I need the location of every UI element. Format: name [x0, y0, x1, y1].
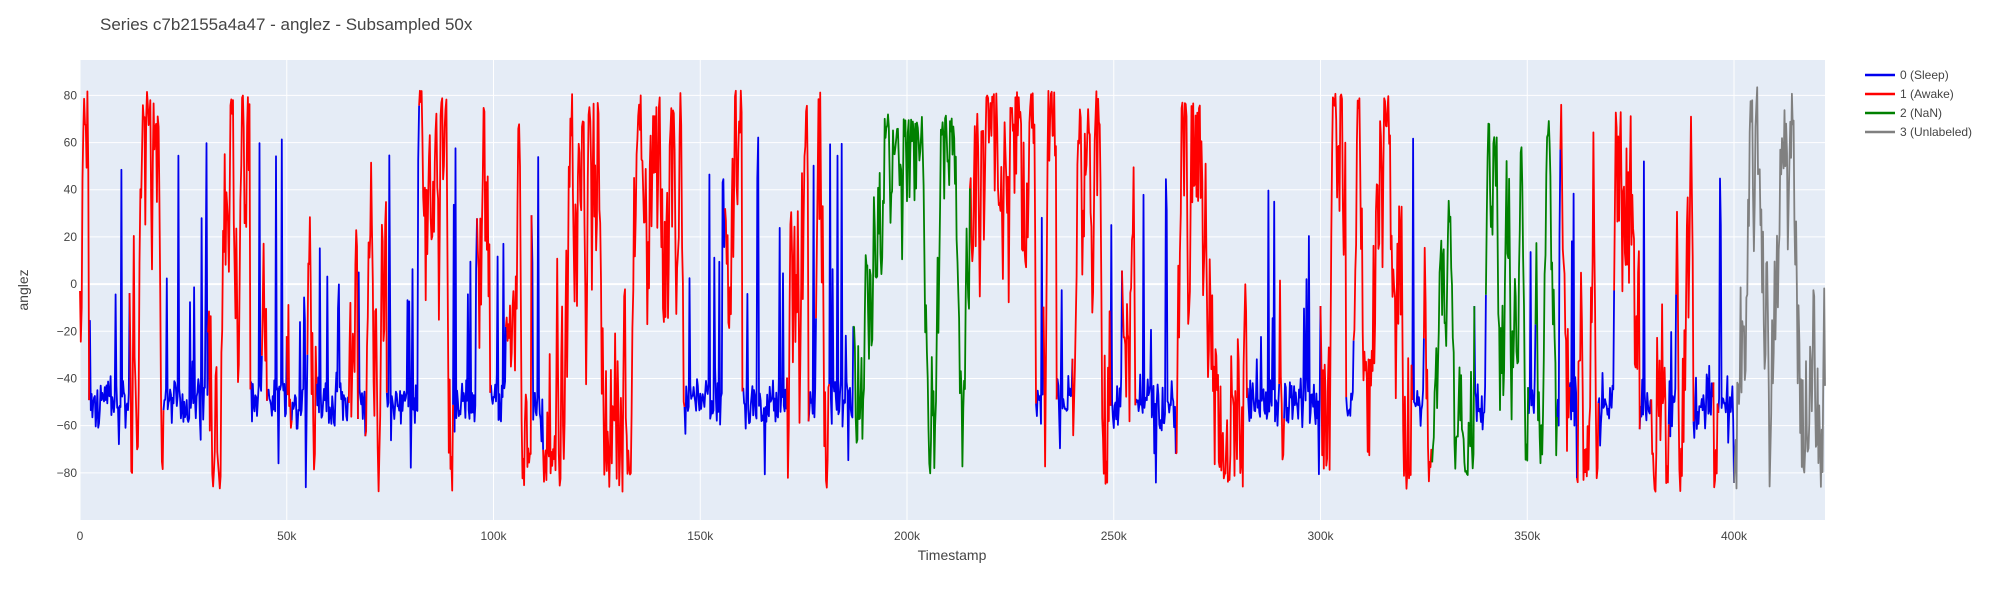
- x-tick-label: 350k: [1514, 529, 1541, 543]
- x-tick-label: 150k: [687, 529, 714, 543]
- x-tick-label: 0: [77, 529, 84, 543]
- legend-item[interactable]: 1 (Awake): [1865, 87, 1954, 101]
- y-tick-label: −80: [57, 466, 78, 480]
- y-axis-label: anglez: [15, 269, 31, 310]
- y-tick-label: −60: [57, 419, 78, 433]
- legend-label: 2 (NaN): [1900, 106, 1942, 120]
- legend-item[interactable]: 0 (Sleep): [1865, 68, 1949, 82]
- y-tick-label: 20: [64, 230, 78, 244]
- y-tick-label: 40: [64, 183, 78, 197]
- x-tick-label: 100k: [480, 529, 507, 543]
- x-tick-label: 200k: [894, 529, 921, 543]
- legend-item[interactable]: 3 (Unlabeled): [1865, 125, 1972, 139]
- series-line-3: [1733, 86, 1826, 490]
- y-tick-label: 0: [70, 277, 77, 291]
- legend-label: 1 (Awake): [1900, 87, 1954, 101]
- y-tick-label: 60: [64, 136, 78, 150]
- x-axis-ticks: 0 50k 100k 150k 200k 250k 300k 350k 400k: [77, 529, 1748, 543]
- x-tick-label: 250k: [1101, 529, 1128, 543]
- series-line-2: [852, 113, 1558, 476]
- y-axis-ticks: −80 −60 −40 −20 0 20 40 60 80: [57, 88, 78, 479]
- legend-label: 0 (Sleep): [1900, 68, 1949, 82]
- legend: 0 (Sleep) 1 (Awake) 2 (NaN) 3 (Unlabeled): [1865, 68, 1972, 139]
- series-layer: [79, 86, 1826, 493]
- series-line-0: [88, 105, 1735, 489]
- y-tick-label: 80: [64, 88, 78, 102]
- legend-label: 3 (Unlabeled): [1900, 125, 1972, 139]
- x-axis-label: Timestamp: [918, 547, 987, 563]
- legend-item[interactable]: 2 (NaN): [1865, 106, 1942, 120]
- x-tick-label: 300k: [1308, 529, 1335, 543]
- series-line-1: [79, 89, 1720, 493]
- chart-title: Series c7b2155a4a47 - anglez - Subsample…: [100, 15, 473, 34]
- x-tick-label: 400k: [1721, 529, 1748, 543]
- y-tick-label: −20: [57, 324, 78, 338]
- y-tick-label: −40: [57, 371, 78, 385]
- x-tick-label: 50k: [277, 529, 297, 543]
